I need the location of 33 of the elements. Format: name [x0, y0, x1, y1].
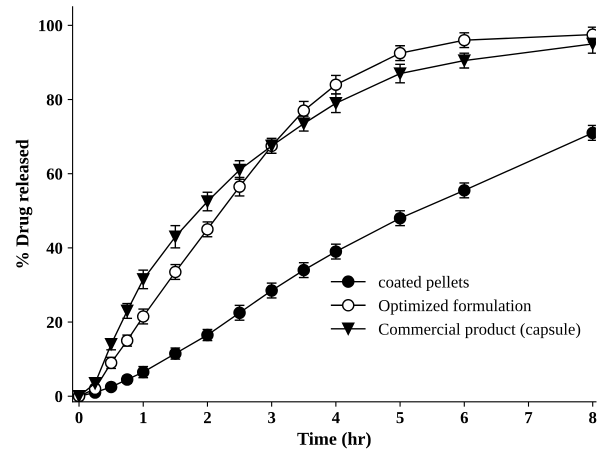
x-tick-label: 0: [75, 412, 83, 424]
point: [136, 273, 150, 286]
x-tick-label: 1: [140, 412, 147, 424]
legend-label: Commercial product (capsule): [378, 323, 580, 338]
y-tick-label: 100: [39, 20, 62, 32]
x-tick-label: 7: [525, 412, 532, 424]
y-tick-label: 40: [46, 242, 62, 254]
x-tick-label: 3: [268, 412, 276, 424]
y-tick-label: 0: [55, 390, 62, 402]
x-tick-label: 8: [589, 412, 596, 424]
point: [201, 195, 214, 208]
y-tick-label: 20: [46, 316, 62, 328]
y-axis-title: % Drug released: [16, 139, 32, 268]
x-axis-title: Time (hr): [297, 432, 371, 449]
legend-label: Optimized formulation: [378, 299, 532, 315]
point: [104, 380, 118, 394]
point: [120, 373, 134, 386]
point: [169, 230, 182, 243]
x-tick-label: 5: [396, 412, 404, 424]
x-tick-label: 4: [332, 412, 340, 424]
legend-label: coated pellets: [378, 276, 469, 292]
point: [104, 338, 118, 351]
point: [298, 104, 310, 117]
point: [233, 180, 246, 193]
point: [88, 376, 102, 390]
y-tick-label: 80: [46, 94, 62, 106]
point: [394, 67, 406, 80]
y-tick-label: 60: [46, 168, 62, 180]
point: [330, 96, 342, 110]
x-tick-label: 2: [204, 412, 211, 424]
point: [330, 78, 342, 91]
x-tick-label: 6: [460, 412, 468, 424]
point: [233, 164, 246, 176]
